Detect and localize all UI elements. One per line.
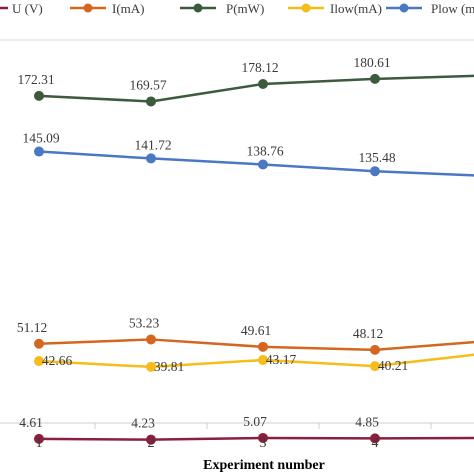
legend-label-2: P(mW): [226, 1, 264, 16]
data-point-3-3: [370, 361, 380, 372]
x-tick-label-3: 4: [372, 436, 379, 451]
legend-item-3: Ilow(mA): [288, 1, 382, 16]
legend-swatch-marker-4: [399, 3, 409, 13]
data-point-0-3: [370, 433, 380, 444]
data-point-0-2: [258, 432, 268, 443]
data-label-0-1: 4.23: [131, 416, 155, 431]
series-line-3: [38, 353, 474, 369]
series-4: [34, 146, 474, 177]
data-point-4-0: [34, 146, 44, 157]
legend-item-2: P(mW): [180, 1, 264, 16]
legend-swatch-marker-2: [193, 3, 203, 13]
series-3: [34, 353, 474, 372]
series-line-2: [38, 74, 474, 103]
data-label-2-2: 178.12: [241, 60, 278, 75]
data-label-0-3: 4.85: [355, 414, 379, 429]
data-label-2-1: 169.57: [129, 77, 166, 92]
x-tick-label-2: 3: [260, 436, 267, 451]
x-tick-label-1: 2: [148, 436, 155, 451]
legend-swatch-marker-3: [301, 3, 311, 13]
data-label-3-2: 43.17: [266, 352, 297, 367]
data-point-2-0: [34, 90, 44, 101]
data-point-1-2: [258, 341, 268, 352]
x-tick-label-0: 1: [36, 436, 43, 451]
data-point-1-0: [34, 338, 44, 349]
legend-label-0: U (V): [12, 1, 43, 16]
data-label-1-2: 49.61: [241, 323, 271, 338]
data-labels-layer: 172.31 169.57 178.12 180.61 145.09 141.72 138.…: [17, 55, 408, 431]
data-point-2-1: [146, 96, 156, 107]
data-label-4-1: 141.72: [134, 137, 171, 152]
data-label-1-1: 53.23: [129, 315, 160, 330]
data-label-3-3: 40.21: [378, 358, 408, 373]
data-label-4-3: 135.48: [358, 150, 395, 165]
legend-item-4: Plow (mW): [386, 1, 474, 16]
series-0: [34, 432, 474, 445]
data-label-4-0: 145.09: [22, 131, 59, 146]
data-point-1-1: [146, 334, 156, 345]
data-label-2-3: 180.61: [353, 55, 390, 70]
data-label-3-1: 39.81: [154, 359, 184, 374]
data-label-0-0: 4.61: [19, 415, 43, 430]
data-point-0-0: [34, 433, 44, 444]
legend-label-1: I(mA): [112, 1, 145, 16]
data-point-3-2: [258, 355, 268, 366]
data-label-2-0: 172.31: [17, 72, 54, 87]
data-label-0-2: 5.07: [243, 414, 267, 429]
data-point-4-1: [146, 153, 156, 164]
legend: U (V) I(mA) P(mW) Ilow(mA) Plow (mW): [0, 1, 474, 16]
data-label-3-0: 42.66: [42, 353, 73, 368]
data-point-3-0: [34, 356, 44, 367]
series-layer: [34, 73, 474, 445]
data-point-4-2: [258, 159, 268, 170]
data-point-2-2: [258, 78, 268, 89]
data-label-4-2: 138.76: [246, 143, 283, 158]
data-label-1-0: 51.12: [17, 320, 47, 335]
data-point-1-3: [370, 344, 380, 355]
series-line-0: [38, 436, 474, 441]
x-axis-title: Experiment number: [203, 458, 325, 473]
data-point-2-3: [370, 73, 380, 84]
x-axis-ticks: 12345: [36, 423, 432, 451]
legend-swatch-marker-1: [83, 3, 93, 13]
series-2: [34, 73, 474, 107]
data-point-4-3: [370, 166, 380, 177]
data-label-1-3: 48.12: [353, 326, 383, 341]
data-point-0-1: [146, 434, 156, 445]
legend-item-1: I(mA): [70, 1, 145, 16]
series-line-1: [38, 338, 474, 352]
series-1: [34, 334, 474, 355]
legend-item-0: U (V): [0, 1, 43, 16]
legend-label-4: Plow (mW): [431, 1, 474, 16]
data-point-3-1: [146, 361, 156, 372]
legend-label-3: Ilow(mA): [330, 1, 382, 16]
